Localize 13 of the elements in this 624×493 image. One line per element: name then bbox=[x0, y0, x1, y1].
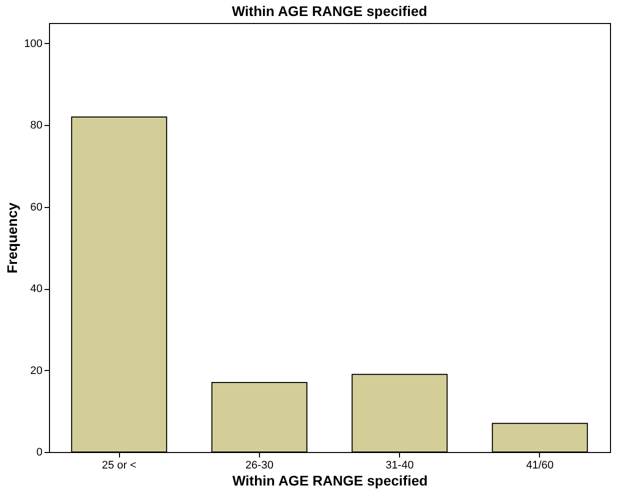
y-tick-label: 20 bbox=[30, 364, 42, 377]
x-axis-title: Within AGE RANGE specified bbox=[232, 472, 428, 488]
x-tick-label: 26-30 bbox=[245, 460, 274, 472]
y-tick-label: 80 bbox=[30, 120, 42, 132]
y-tick-label: 100 bbox=[24, 38, 42, 50]
chart-title: Within AGE RANGE specified bbox=[232, 3, 428, 19]
x-tick-label: 25 or < bbox=[102, 460, 136, 472]
x-tick-label: 41/60 bbox=[526, 460, 554, 472]
y-tick-label: 60 bbox=[30, 201, 42, 214]
x-tick-label: 31-40 bbox=[386, 460, 414, 472]
y-tick-label: 0 bbox=[36, 446, 42, 458]
y-tick-label: 40 bbox=[30, 283, 42, 296]
y-axis-title: Frequency bbox=[4, 202, 20, 274]
